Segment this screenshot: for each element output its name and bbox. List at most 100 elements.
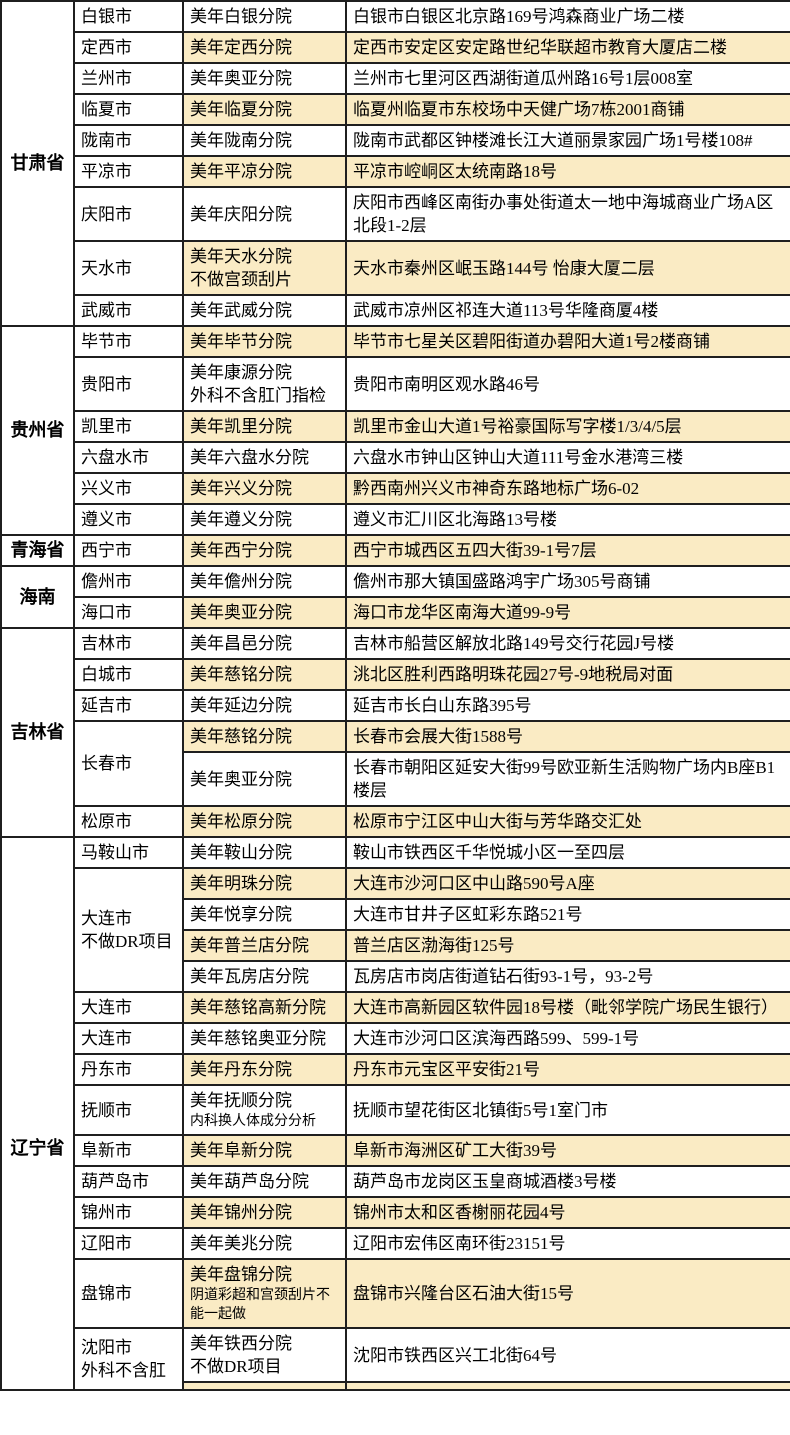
city-label: 葫芦岛市 bbox=[81, 1172, 149, 1191]
province-label: 辽宁省 bbox=[10, 1138, 65, 1158]
province-cell: 贵州省 bbox=[0, 325, 75, 536]
city-cell: 武威市 bbox=[73, 294, 184, 327]
province-label: 青海省 bbox=[10, 540, 65, 560]
address-cell: 六盘水市钟山区钟山大道111号金水港湾三楼 bbox=[345, 441, 790, 474]
address-text: 长春市会展大街1588号 bbox=[353, 727, 523, 746]
address-cell: 遵义市汇川区北海路13号楼 bbox=[345, 503, 790, 536]
address-cell: 大连市沙河口区滨海西路599、599-1号 bbox=[345, 1022, 790, 1055]
city-cell: 遵义市 bbox=[73, 503, 184, 536]
table-row: 丹东市 美年丹东分院 丹东市元宝区平安街21号 bbox=[1, 1053, 790, 1086]
address-text: 海口市龙华区南海大道99-9号 bbox=[353, 603, 572, 622]
branch-label: 美年奥亚分院 bbox=[190, 69, 292, 88]
address-cell: 大连市沙河口区中山路590号A座 bbox=[345, 867, 790, 900]
city-cell: 辽阳市 bbox=[73, 1227, 184, 1260]
table-row: 贵阳市 美年康源分院 外科不含肛门指检 贵阳市南明区观水路46号 bbox=[1, 356, 790, 412]
city-cell: 吉林市 bbox=[73, 627, 184, 660]
city-label: 西宁市 bbox=[81, 541, 132, 560]
city-label: 陇南市 bbox=[81, 131, 132, 150]
branch-cell: 美年毕节分院 bbox=[182, 325, 347, 358]
branch-cell: 美年延边分院 bbox=[182, 689, 347, 722]
branch-cell: 美年葫芦岛分院 bbox=[182, 1165, 347, 1198]
city-label: 大连市 bbox=[81, 998, 132, 1017]
city-label: 抚顺市 bbox=[81, 1100, 132, 1120]
city-cell: 儋州市 bbox=[73, 565, 184, 598]
table-row: 美年奥亚分院 长春市朝阳区延安大街99号欧亚新生活购物广场内B座B1楼层 bbox=[1, 751, 790, 807]
branch-note: 不做宫颈刮片 bbox=[190, 270, 292, 289]
branch-label: 美年慈铭分院 bbox=[190, 727, 292, 746]
address-text: 盘锦市兴隆台区石油大街15号 bbox=[353, 1284, 574, 1303]
province-label: 海南 bbox=[19, 586, 56, 607]
branch-cell: 美年悦享分院 bbox=[182, 898, 347, 931]
branch-label: 美年毕节分院 bbox=[190, 332, 292, 351]
branch-label: 美年儋州分院 bbox=[190, 572, 292, 591]
city-cell: 凯里市 bbox=[73, 410, 184, 443]
province-cell: 海南 bbox=[0, 565, 75, 629]
city-label: 吉林市 bbox=[81, 634, 132, 653]
branch-cell: 美年松原分院 bbox=[182, 805, 347, 838]
province-cell: 辽宁省 bbox=[0, 836, 75, 1391]
city-cell: 天水市 bbox=[73, 240, 184, 296]
table-row: 辽宁省 马鞍山市 美年鞍山分院 鞍山市铁西区千华悦城小区一至四层 bbox=[0, 836, 790, 1391]
address-cell: 大连市甘井子区虹彩东路521号 bbox=[345, 898, 790, 931]
table-row bbox=[1, 1381, 790, 1391]
city-label: 松原市 bbox=[81, 812, 132, 831]
branch-cell: 美年六盘水分院 bbox=[182, 441, 347, 474]
branch-label: 美年延边分院 bbox=[190, 696, 292, 715]
city-cell: 六盘水市 bbox=[73, 441, 184, 474]
branch-label: 美年凯里分院 bbox=[190, 417, 292, 436]
city-label: 平凉市 bbox=[81, 162, 132, 181]
city-cell: 马鞍山市 bbox=[73, 836, 184, 869]
city-label: 白城市 bbox=[81, 665, 132, 684]
address-text: 白银市白银区北京路169号鸿森商业广场二楼 bbox=[353, 7, 685, 26]
branch-cell: 美年抚顺分院 内科换人体成分分析 bbox=[182, 1084, 347, 1136]
branch-label: 美年天水分院 bbox=[190, 247, 292, 266]
branch-cell: 美年美兆分院 bbox=[182, 1227, 347, 1260]
city-label: 遵义市 bbox=[81, 510, 132, 529]
address-cell: 鞍山市铁西区千华悦城小区一至四层 bbox=[345, 836, 790, 869]
city-label: 马鞍山市 bbox=[81, 843, 149, 862]
table-row: 长春市 美年慈铭分院 长春市会展大街1588号 bbox=[1, 720, 790, 807]
branch-table-body: 甘肃省 白银市 美年白银分院 白银市白银区北京路169号鸿森商业广场二楼 定西市 美年定西… bbox=[0, 0, 790, 1391]
branch-cell: 美年奥亚分院 bbox=[182, 62, 347, 95]
branch-cell: 美年丹东分院 bbox=[182, 1053, 347, 1086]
address-text: 葫芦岛市龙岗区玉皇商城酒楼3号楼 bbox=[353, 1172, 617, 1191]
table-row: 贵州省 毕节市 美年毕节分院 毕节市七星关区碧阳街道办碧阳大道1号2楼商铺 bbox=[0, 325, 790, 536]
city-label: 天水市 bbox=[81, 258, 132, 278]
address-cell: 庆阳市西峰区南街办事处街道太一地中海城商业广场A区北段1-2层 bbox=[345, 186, 790, 242]
address-text: 毕节市七星关区碧阳街道办碧阳大道1号2楼商铺 bbox=[353, 332, 710, 351]
address-text: 鞍山市铁西区千华悦城小区一至四层 bbox=[353, 843, 625, 862]
branch-cell bbox=[182, 1381, 347, 1391]
table-row: 天水市 美年天水分院 不做宫颈刮片 天水市秦州区岷玉路144号 怡康大厦二层 bbox=[1, 240, 790, 296]
branch-label: 美年慈铭奥亚分院 bbox=[190, 1029, 326, 1048]
province-label: 贵州省 bbox=[10, 420, 65, 440]
city-label: 大连市 bbox=[81, 909, 132, 928]
branch-cell: 美年武威分院 bbox=[182, 294, 347, 327]
branch-label: 美年慈铭高新分院 bbox=[190, 998, 326, 1017]
address-text: 儋州市那大镇国盛路鸿宇广场305号商铺 bbox=[353, 572, 651, 591]
city-label: 兴义市 bbox=[81, 479, 132, 498]
table-row: 延吉市 美年延边分院 延吉市长白山东路395号 bbox=[1, 689, 790, 722]
city-cell: 临夏市 bbox=[73, 93, 184, 126]
branch-cell: 美年儋州分院 bbox=[182, 565, 347, 598]
branch-cell: 美年天水分院 不做宫颈刮片 bbox=[182, 240, 347, 296]
branch-cell: 美年明珠分院 bbox=[182, 867, 347, 900]
table-row: 美年悦享分院 大连市甘井子区虹彩东路521号 bbox=[1, 898, 790, 931]
branch-cell: 美年定西分院 bbox=[182, 31, 347, 64]
address-cell: 毕节市七星关区碧阳街道办碧阳大道1号2楼商铺 bbox=[345, 325, 790, 358]
branch-label: 美年瓦房店分院 bbox=[190, 967, 309, 986]
branch-cell: 美年奥亚分院 bbox=[182, 596, 347, 629]
address-text: 普兰店区渤海街125号 bbox=[353, 936, 515, 955]
table-row: 平凉市 美年平凉分院 平凉市崆峒区太统南路18号 bbox=[1, 155, 790, 188]
address-cell: 贵阳市南明区观水路46号 bbox=[345, 356, 790, 412]
city-cell: 沈阳市 外科不含肛 bbox=[73, 1327, 184, 1391]
branch-cell: 美年慈铭高新分院 bbox=[182, 991, 347, 1024]
branch-note: 阴道彩超和宫颈刮片不能一起做 bbox=[190, 1288, 330, 1322]
address-text: 大连市高新园区软件园18号楼（毗邻学院广场民生银行） bbox=[353, 998, 778, 1017]
table-row: 临夏市 美年临夏分院 临夏州临夏市东校场中天健广场7栋2001商铺 bbox=[1, 93, 790, 126]
branch-cell: 美年慈铭分院 bbox=[182, 658, 347, 691]
branch-cell: 美年盘锦分院 阴道彩超和宫颈刮片不能一起做 bbox=[182, 1258, 347, 1329]
city-cell: 葫芦岛市 bbox=[73, 1165, 184, 1198]
city-label: 海口市 bbox=[81, 603, 132, 622]
branch-label: 美年悦享分院 bbox=[190, 905, 292, 924]
branch-cell: 美年慈铭分院 bbox=[182, 720, 347, 753]
